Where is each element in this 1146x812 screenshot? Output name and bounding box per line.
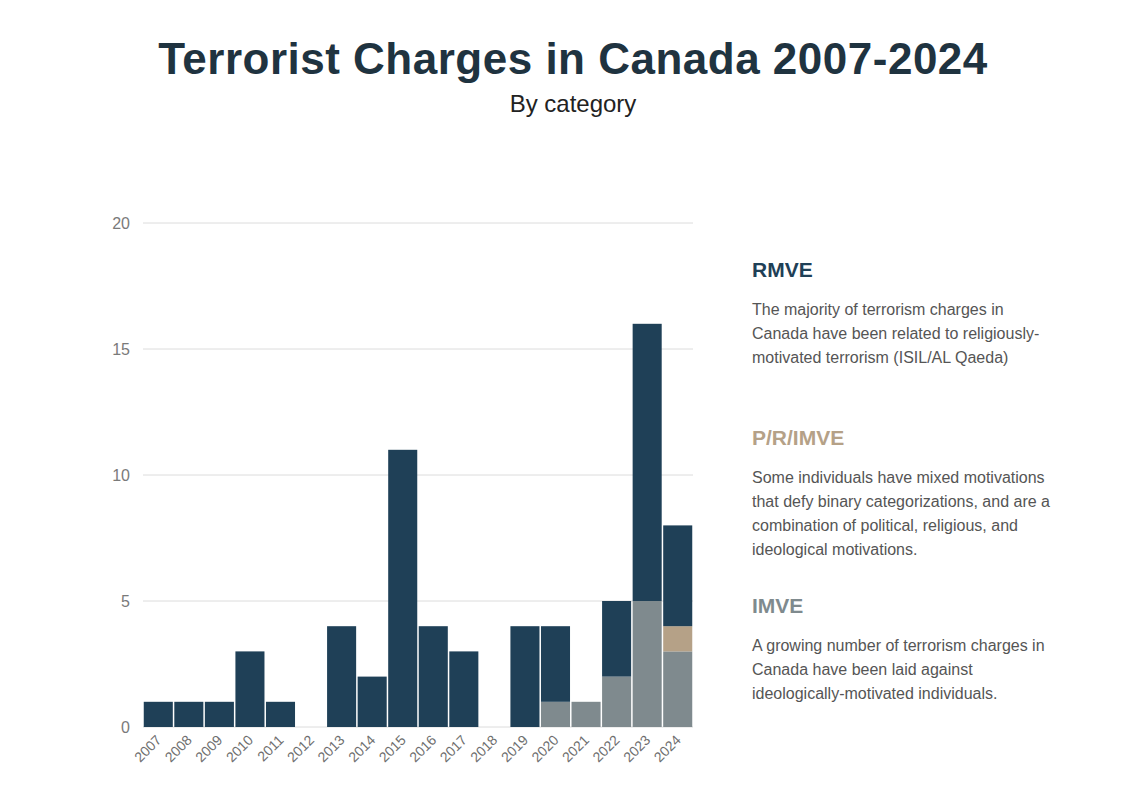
bar <box>235 651 264 727</box>
x-tick-label: 2022 <box>589 732 622 765</box>
bar <box>572 701 601 702</box>
bar <box>174 702 203 727</box>
bar <box>480 727 509 728</box>
bars <box>144 324 693 727</box>
legend-description: A growing number of terrorism charges in… <box>752 634 1052 706</box>
x-tick-label: 2013 <box>314 732 347 765</box>
bar <box>510 626 539 727</box>
bar <box>388 450 417 727</box>
bar <box>663 651 692 727</box>
bar <box>297 727 326 728</box>
bar <box>297 727 326 728</box>
subtitle: By category <box>0 90 1146 118</box>
legend-entry: RMVE <box>752 258 813 282</box>
legend-description: Some individuals have mixed motivations … <box>752 466 1052 562</box>
x-tick-label: 2019 <box>498 732 531 765</box>
bar <box>633 601 662 727</box>
x-tick-label: 2021 <box>559 732 592 765</box>
grid-line <box>143 223 693 224</box>
bar <box>480 727 509 728</box>
bar <box>541 702 570 727</box>
x-tick-label: 2007 <box>131 732 164 765</box>
bar <box>266 702 295 727</box>
bar <box>541 626 570 702</box>
bar <box>663 626 692 651</box>
bar <box>602 601 631 677</box>
bar <box>663 525 692 626</box>
x-tick-label: 2017 <box>437 732 470 765</box>
bar <box>572 701 601 702</box>
legend-description: The majority of terrorism charges in Can… <box>752 298 1052 370</box>
x-tick-label: 2011 <box>254 732 287 765</box>
x-tick-label: 2010 <box>223 732 256 765</box>
x-tick-label: 2012 <box>284 732 317 765</box>
bar <box>480 727 509 728</box>
x-tick-label: 2016 <box>406 732 439 765</box>
bar <box>602 677 631 727</box>
y-tick-label: 10 <box>112 467 130 484</box>
legend-entry: P/R/IMVE <box>752 426 844 450</box>
y-tick-label: 5 <box>121 593 130 610</box>
x-tick-label: 2018 <box>467 732 500 765</box>
bar <box>449 651 478 727</box>
grid-line <box>143 475 693 476</box>
x-tick-label: 2015 <box>375 732 408 765</box>
y-tick-label: 20 <box>112 215 130 232</box>
legend-entry: IMVE <box>752 594 803 618</box>
x-tick-label: 2009 <box>192 732 225 765</box>
y-tick-label: 0 <box>121 719 130 736</box>
x-tick-label: 2014 <box>345 732 378 765</box>
bar <box>419 626 448 727</box>
x-tick-label: 2023 <box>620 732 653 765</box>
bar <box>327 626 356 727</box>
bar <box>358 677 387 727</box>
bar <box>572 702 601 727</box>
grid-line <box>143 349 693 350</box>
bar <box>633 324 662 601</box>
x-tick-label: 2020 <box>528 732 561 765</box>
title: Terrorist Charges in Canada 2007-2024 <box>0 34 1146 84</box>
bar <box>144 702 173 727</box>
x-tick-label: 2008 <box>162 732 195 765</box>
bar <box>297 727 326 728</box>
x-tick-label: 2024 <box>650 732 683 765</box>
bar <box>205 702 234 727</box>
y-tick-label: 15 <box>112 341 130 358</box>
